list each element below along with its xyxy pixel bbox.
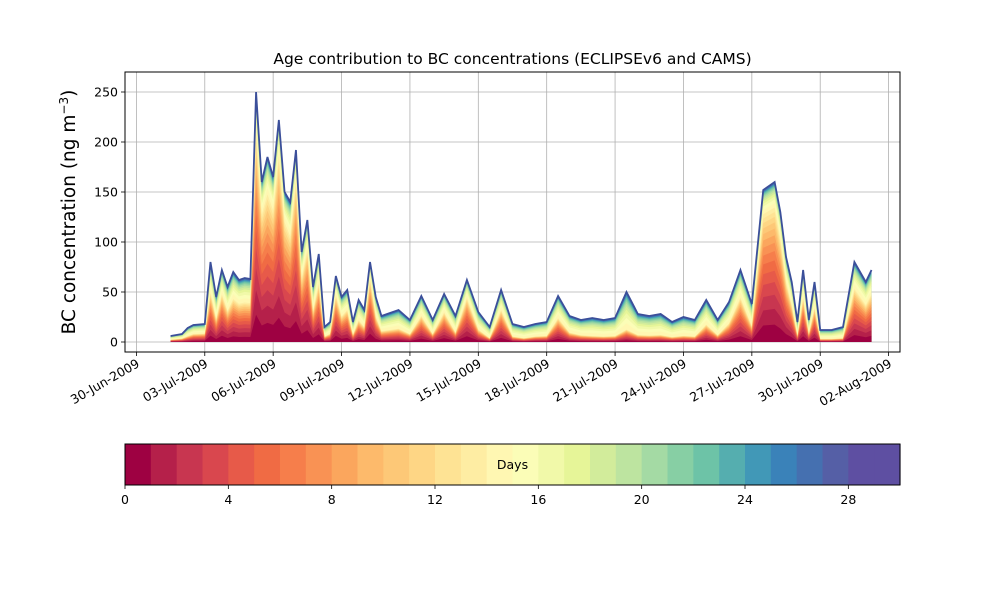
colorbar-swatch (150, 444, 178, 485)
colorbar-ticks: 0 4 8 12 16 20 24 28 (121, 485, 856, 507)
chart-title: Age contribution to BC concentrations (E… (273, 50, 751, 68)
colorbar (125, 444, 901, 485)
x-tick-label: 27-Jul-2009 (687, 356, 757, 405)
x-tick-label: 03-Jul-2009 (140, 356, 210, 405)
colorbar-swatch (564, 444, 591, 485)
y-axis-ticks: 0 50 100 150 200 250 (94, 85, 125, 350)
y-axis-label: BC concentration (ng m−3) (57, 90, 80, 335)
colorbar-swatch (357, 444, 384, 485)
stacked-area-layers (170, 92, 872, 343)
colorbar-swatch (460, 444, 488, 485)
colorbar-swatch (745, 444, 772, 485)
colorbar-swatch (409, 444, 436, 485)
colorbar-swatch (280, 444, 307, 485)
colorbar-swatch (254, 444, 281, 485)
x-tick-label: 24-Jul-2009 (619, 356, 689, 405)
colorbar-swatch (383, 444, 410, 485)
y-tick-label: 50 (102, 285, 118, 300)
y-tick-label: 250 (94, 85, 118, 100)
colorbar-swatch (331, 444, 359, 485)
colorbar-tick-label: 12 (427, 492, 443, 507)
x-tick-label: 30-Jul-2009 (755, 356, 825, 405)
x-tick-label: 18-Jul-2009 (482, 356, 552, 405)
x-axis-ticks: 30-Jun-200903-Jul-200906-Jul-200909-Jul-… (68, 352, 894, 409)
colorbar-swatch (125, 444, 152, 485)
colorbar-swatch (874, 444, 901, 485)
y-axis-label-main: BC concentration (ng m (59, 115, 80, 335)
colorbar-tick-label: 8 (328, 492, 336, 507)
x-tick-label: 06-Jul-2009 (208, 356, 278, 405)
y-tick-label: 200 (94, 135, 118, 150)
colorbar-swatch (202, 444, 229, 485)
colorbar-swatch (590, 444, 617, 485)
colorbar-swatch (667, 444, 694, 485)
y-axis-label-sup: −3 (57, 97, 71, 115)
colorbar-tick-label: 24 (737, 492, 753, 507)
y-tick-label: 150 (94, 185, 118, 200)
colorbar-frame (124, 443, 901, 486)
colorbar-swatch (641, 444, 669, 485)
age-layer-day-1 (170, 290, 872, 342)
colorbar-tick-label: 4 (224, 492, 232, 507)
colorbar-swatch (719, 444, 746, 485)
y-tick-label: 0 (110, 335, 118, 350)
x-tick-label: 30-Jun-2009 (68, 356, 142, 407)
x-tick-label: 15-Jul-2009 (413, 356, 483, 405)
colorbar-swatch (176, 444, 204, 485)
colorbar-swatch (848, 444, 875, 485)
x-tick-label: 09-Jul-2009 (277, 356, 347, 405)
colorbar-swatch (770, 444, 798, 485)
colorbar-swatch (615, 444, 643, 485)
total-concentration-line (170, 91, 873, 337)
colorbar-swatch (796, 444, 824, 485)
colorbar-label: Days (497, 457, 528, 472)
age-layer-day-0 (170, 314, 872, 342)
colorbar-swatch (693, 444, 720, 485)
x-tick-label: 21-Jul-2009 (550, 356, 620, 405)
colorbar-tick-label: 28 (840, 492, 856, 507)
colorbar-swatch (228, 444, 255, 485)
y-axis-label-close: ) (59, 90, 80, 97)
x-tick-label: 12-Jul-2009 (345, 356, 415, 405)
colorbar-tick-label: 20 (634, 492, 650, 507)
colorbar-swatch (512, 444, 539, 485)
x-tick-label: 02-Aug-2009 (817, 356, 895, 409)
colorbar-swatch (822, 444, 849, 485)
colorbar-swatch (538, 444, 565, 485)
colorbar-tick-label: 0 (121, 492, 129, 507)
y-tick-label: 100 (94, 235, 118, 250)
colorbar-tick-label: 16 (530, 492, 546, 507)
colorbar-swatch (435, 444, 462, 485)
plot-frame (124, 71, 901, 353)
colorbar-swatch (305, 444, 333, 485)
colorbar-swatch (486, 444, 514, 485)
